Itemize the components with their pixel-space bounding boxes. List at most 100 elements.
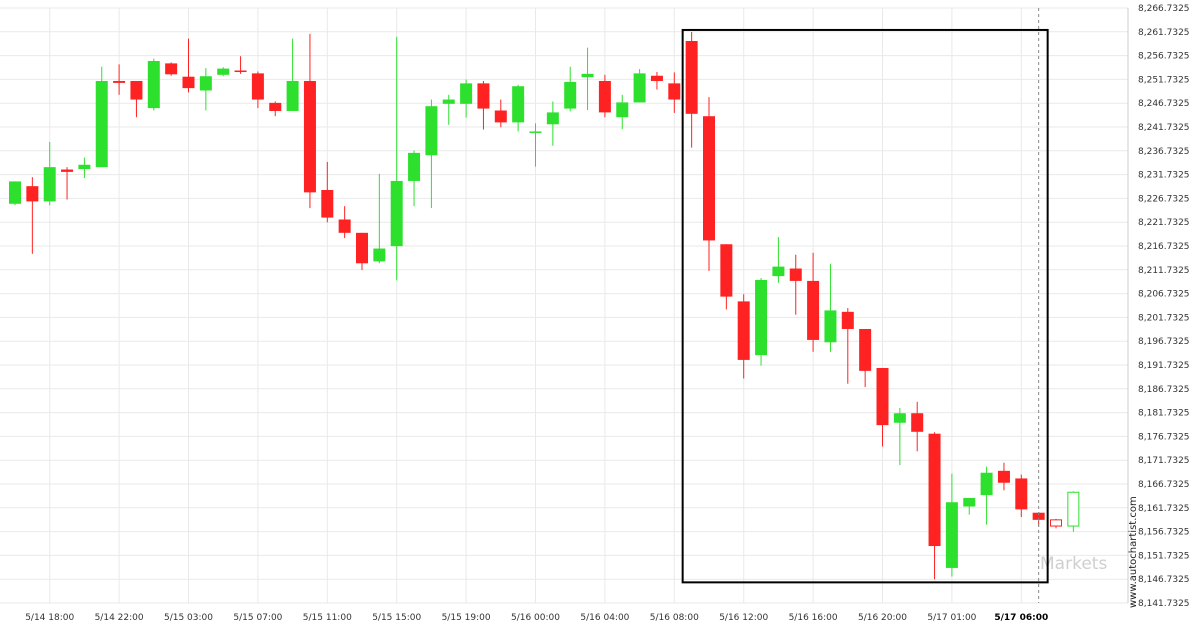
y-tick-label: 8,246.7325 — [1138, 99, 1190, 109]
x-tick-label: 5/16 16:00 — [789, 613, 838, 623]
y-tick-label: 8,196.7325 — [1138, 337, 1190, 347]
candle-body — [425, 106, 438, 156]
candle-body — [598, 80, 611, 113]
y-tick-label: 8,156.7325 — [1138, 528, 1190, 538]
candle-body — [772, 266, 785, 277]
candle-body — [876, 368, 889, 426]
y-tick-label: 8,266.7325 — [1138, 4, 1190, 14]
y-tick-label: 8,191.7325 — [1138, 361, 1190, 371]
candle-body — [824, 310, 837, 343]
candle-body — [477, 83, 490, 109]
y-tick-label: 8,141.7325 — [1138, 599, 1190, 609]
candle-body — [581, 73, 594, 78]
y-tick-label: 8,166.7325 — [1138, 480, 1190, 490]
y-tick-label: 8,251.7325 — [1138, 75, 1190, 85]
candle-body — [668, 83, 681, 100]
candle-body — [911, 413, 924, 432]
candle-body — [147, 60, 160, 109]
y-tick-label: 8,151.7325 — [1138, 551, 1190, 561]
candle-body — [199, 76, 212, 91]
candle-body — [807, 280, 820, 340]
y-tick-label: 8,261.7325 — [1138, 28, 1190, 38]
candle-body — [251, 73, 264, 100]
y-tick-label: 8,211.7325 — [1138, 266, 1190, 276]
candle-body — [494, 110, 507, 123]
candle-body — [685, 40, 698, 114]
x-tick-label: 5/15 15:00 — [372, 613, 421, 623]
y-tick-label: 8,161.7325 — [1138, 504, 1190, 514]
y-tick-label: 8,181.7325 — [1138, 409, 1190, 419]
candle-body — [286, 80, 299, 111]
grid-lines — [0, 7, 1128, 604]
brand-watermark: Markets — [1040, 554, 1107, 574]
candle-body — [633, 73, 646, 103]
candle-body — [390, 180, 403, 247]
y-tick-label: 8,146.7325 — [1138, 575, 1190, 585]
x-tick-label: 5/14 22:00 — [95, 613, 144, 623]
candle-body — [893, 413, 906, 423]
candle-body — [512, 86, 525, 123]
y-tick-label: 8,206.7325 — [1138, 290, 1190, 300]
x-tick-label: 5/16 08:00 — [650, 613, 699, 623]
y-tick-label: 8,226.7325 — [1138, 194, 1190, 204]
y-tick-label: 8,216.7325 — [1138, 242, 1190, 252]
candle-body — [269, 102, 282, 111]
candle-body — [9, 181, 21, 204]
candle-body — [460, 83, 473, 104]
y-tick-label: 8,201.7325 — [1138, 313, 1190, 323]
candle-body — [43, 167, 56, 202]
x-tick-label: 5/16 00:00 — [511, 613, 560, 623]
candle-body — [945, 502, 958, 568]
x-tick-label: 5/14 18:00 — [25, 613, 74, 623]
candles — [9, 31, 1045, 580]
candle-body — [78, 164, 91, 170]
candle-body — [130, 80, 143, 100]
candle-body — [95, 80, 108, 168]
candle-body — [755, 279, 768, 356]
credit-text: www.autochartist.com — [1128, 496, 1139, 608]
x-tick-label: 5/15 07:00 — [233, 613, 282, 623]
pattern-box — [681, 28, 1049, 584]
candle-body — [1015, 478, 1028, 510]
y-tick-label: 8,171.7325 — [1138, 456, 1190, 466]
candle-body — [408, 152, 421, 181]
candle-body — [217, 68, 230, 75]
x-axis: 5/14 18:00 5/14 22:00 5/15 03:00 5/15 07:00… — [25, 613, 1048, 623]
x-tick-label: 5/15 03:00 — [164, 613, 213, 623]
y-tick-label: 8,256.7325 — [1138, 52, 1190, 62]
candle-body — [26, 186, 39, 202]
candle-body — [650, 75, 663, 81]
candle-body — [737, 301, 750, 360]
candle-body — [61, 169, 74, 172]
candle-body — [980, 472, 993, 496]
candle-body — [303, 80, 316, 193]
candle-body — [841, 311, 854, 329]
x-tick-label: 5/16 12:00 — [719, 613, 768, 623]
candle-body — [1032, 512, 1045, 520]
candle-body — [859, 328, 872, 371]
candle-body — [373, 248, 386, 262]
candle-body — [182, 76, 195, 89]
candle-body — [720, 244, 733, 297]
candle-body — [564, 81, 577, 109]
candle-body — [113, 80, 126, 83]
candle-body — [321, 189, 334, 218]
candle-body — [529, 131, 542, 133]
x-tick-label: 5/15 11:00 — [303, 613, 352, 623]
y-axis: 8,141.7325 8,146.7325 8,151.7325 8,156.7325… — [1127, 4, 1190, 609]
candle-body — [997, 470, 1010, 483]
y-tick-label: 8,221.7325 — [1138, 218, 1190, 228]
candle-body — [789, 268, 802, 281]
forecast-candle-body — [1050, 519, 1062, 527]
candle-body — [442, 99, 455, 104]
y-tick-label: 8,186.7325 — [1138, 385, 1190, 395]
candle-body — [165, 63, 178, 75]
x-tick-label: 5/16 20:00 — [858, 613, 907, 623]
candle-body — [703, 116, 715, 241]
forecast-candles — [1050, 491, 1080, 532]
candle-body — [338, 219, 351, 233]
x-tick-label: 5/17 06:00 — [994, 613, 1048, 623]
y-tick-label: 8,241.7325 — [1138, 123, 1190, 133]
candle-body — [356, 232, 368, 264]
